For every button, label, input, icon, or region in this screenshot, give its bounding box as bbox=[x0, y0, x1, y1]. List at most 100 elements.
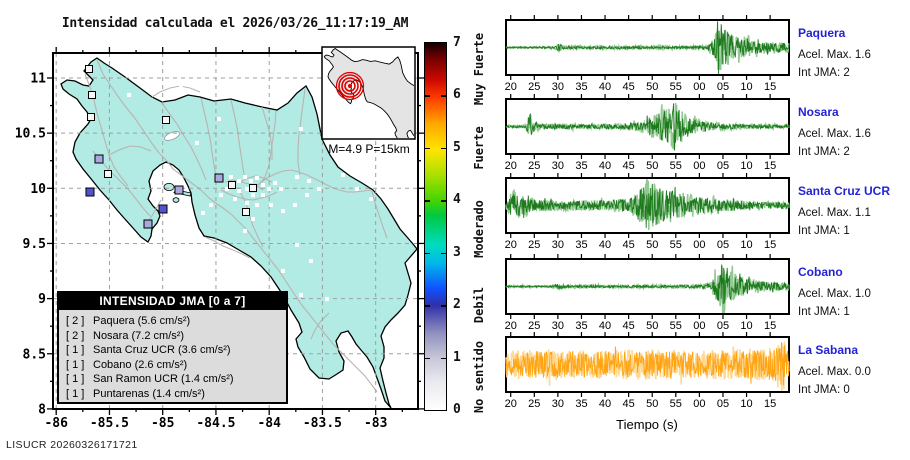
costa-rica-map: -86 -85.5 -85 -84.5 -84 -83.5 -83 11 10.5 10 9.5 9 8… bbox=[15, 46, 424, 432]
lon-tick-label: -85 bbox=[151, 416, 174, 431]
lat-tick-label: 8.5 bbox=[23, 347, 46, 362]
station-int-jma: Int JMA: 1 bbox=[798, 306, 850, 318]
waveform-traces bbox=[505, 21, 790, 75]
legend-item: [ 2 ] Nosara (7.2 cm/s²) bbox=[66, 329, 286, 344]
lat-tick-label: 9 bbox=[38, 292, 46, 307]
station-dot bbox=[261, 183, 265, 187]
legend-intensity-value: [ 1 ] bbox=[66, 358, 85, 371]
station-name: Santa Cruz UCR bbox=[798, 184, 891, 198]
time-tick-label: 05 bbox=[716, 160, 730, 172]
station-dot bbox=[233, 197, 237, 201]
station-dot bbox=[251, 217, 255, 221]
lat-tick-label: 10.5 bbox=[15, 127, 46, 142]
page-title: Intensidad calculada el 2026/03/26_11:17… bbox=[61, 16, 409, 31]
time-tick-label: 00 bbox=[693, 320, 706, 332]
time-tick-label: 25 bbox=[528, 320, 541, 332]
lon-tick-label: -84.5 bbox=[196, 416, 235, 431]
time-tick-label: 55 bbox=[669, 160, 682, 172]
lat-tick-label: 10 bbox=[30, 182, 46, 197]
station-dot bbox=[219, 193, 223, 197]
waveform-plot-paquera bbox=[505, 15, 790, 80]
station-dot bbox=[295, 175, 299, 179]
intensity-legend: INTENSIDAD JMA [0 a 7] [ 2 ] Paquera (5.6… bbox=[57, 291, 288, 404]
time-tick-label: 40 bbox=[598, 320, 612, 332]
station-dot bbox=[281, 269, 285, 273]
time-tick-label: 00 bbox=[693, 160, 706, 172]
station-dot bbox=[309, 259, 313, 263]
lon-tick-label: -85.5 bbox=[90, 416, 129, 431]
station-dot bbox=[305, 193, 309, 197]
time-axis-label: Tiempo (s) bbox=[616, 417, 678, 432]
station-square-int0 bbox=[88, 91, 96, 99]
waveform-trace-primary bbox=[505, 183, 790, 228]
station-dot bbox=[307, 179, 311, 183]
time-tick-label: 45 bbox=[622, 320, 635, 332]
lat-tick-label: 8 bbox=[38, 402, 46, 417]
road-network bbox=[84, 59, 388, 393]
station-dot bbox=[261, 193, 265, 197]
station-square-int1 bbox=[143, 219, 153, 229]
time-tick-label: 35 bbox=[575, 398, 588, 410]
seismogram-panel: 20 25 30 35 40 45 50 55 00 05 10 15 Santa Cruz UCR Ac… bbox=[505, 172, 910, 252]
station-dot bbox=[369, 197, 373, 201]
time-tick-label: 40 bbox=[598, 160, 612, 172]
station-square-int1 bbox=[174, 185, 184, 195]
station-acel-max: Acel. Max. 1.1 bbox=[798, 207, 871, 219]
station-dot bbox=[225, 187, 229, 191]
station-int-jma: Int JMA: 2 bbox=[798, 146, 850, 158]
magnitude-depth-label: M=4.9 P=15km bbox=[328, 142, 410, 156]
waveform-traces bbox=[505, 102, 790, 151]
station-markers bbox=[85, 61, 373, 301]
station-square-int0 bbox=[104, 170, 112, 178]
lat-tick-label: 11 bbox=[30, 72, 46, 87]
legend-station-text: San Ramon UCR (1.4 cm/s²) bbox=[93, 373, 234, 386]
legend-intensity-value: [ 2 ] bbox=[66, 329, 85, 342]
station-dot bbox=[237, 189, 241, 193]
legend-station-text: Cobano (2.6 cm/s²) bbox=[93, 358, 188, 371]
legend-station-text: Santa Cruz UCR (3.6 cm/s²) bbox=[93, 344, 231, 357]
station-square-int0 bbox=[242, 208, 250, 216]
lon-tick-label: -83 bbox=[364, 416, 387, 431]
station-square-int2 bbox=[158, 204, 168, 214]
station-square-int0 bbox=[85, 65, 93, 73]
time-tick-label: 35 bbox=[575, 320, 588, 332]
time-tick-label: 00 bbox=[693, 398, 706, 410]
time-tick-label: 20 bbox=[504, 398, 517, 410]
time-tick-label: 30 bbox=[551, 81, 564, 93]
legend-item: [ 2 ] Paquera (5.6 cm/s²) bbox=[66, 314, 286, 329]
time-tick-label: 25 bbox=[528, 81, 541, 93]
time-tick-label: 40 bbox=[598, 398, 612, 410]
station-dot bbox=[255, 203, 259, 207]
time-tick-label: 30 bbox=[551, 398, 564, 410]
map-frame bbox=[52, 52, 419, 410]
station-name: Paquera bbox=[798, 26, 846, 40]
station-dot bbox=[317, 187, 321, 191]
legend-intensity-value: [ 1 ] bbox=[66, 387, 85, 400]
station-dot bbox=[269, 203, 273, 207]
waveform-traces bbox=[505, 341, 790, 392]
waveform-trace-primary bbox=[505, 342, 790, 386]
station-dot bbox=[179, 83, 183, 87]
legend-item: [ 1 ] San Ramon UCR (1.4 cm/s²) bbox=[66, 372, 286, 387]
time-tick-label: 20 bbox=[504, 320, 517, 332]
station-square-int0 bbox=[87, 113, 95, 121]
station-dot bbox=[255, 176, 259, 180]
station-acel-max: Acel. Max. 1.6 bbox=[798, 49, 871, 61]
lon-tick-label: -84 bbox=[257, 416, 281, 431]
time-tick-label: 50 bbox=[646, 398, 659, 410]
time-tick-label: 35 bbox=[575, 81, 588, 93]
legend-intensity-value: [ 1 ] bbox=[66, 344, 85, 357]
station-int-jma: Int JMA: 2 bbox=[798, 67, 850, 79]
seismogram-panel: 20 25 30 35 40 45 50 55 00 05 10 15 Nosara Acel. Max.… bbox=[505, 93, 910, 173]
legend-intensity-value: [ 1 ] bbox=[66, 373, 85, 386]
map-axis-labels: -86 -85.5 -85 -84.5 -84 -83.5 -83 11 10.5 10 9.5 9 8… bbox=[15, 72, 388, 432]
time-tick-label: 15 bbox=[764, 160, 777, 172]
time-tick-label: 10 bbox=[740, 398, 753, 410]
station-dot bbox=[237, 179, 241, 183]
time-tick-label: 15 bbox=[764, 239, 777, 251]
legend-item: [ 1 ] Cobano (2.6 cm/s²) bbox=[66, 358, 286, 373]
station-dot bbox=[341, 173, 345, 177]
legend-rows: [ 2 ] Paquera (5.6 cm/s²) [ 2 ] Nosara (7.2… bbox=[59, 310, 286, 402]
time-tick-label: 35 bbox=[575, 160, 588, 172]
seismogram-panel: 20 25 30 35 40 45 50 55 00 05 10 15 La Sabana Acel. M… bbox=[505, 331, 910, 411]
